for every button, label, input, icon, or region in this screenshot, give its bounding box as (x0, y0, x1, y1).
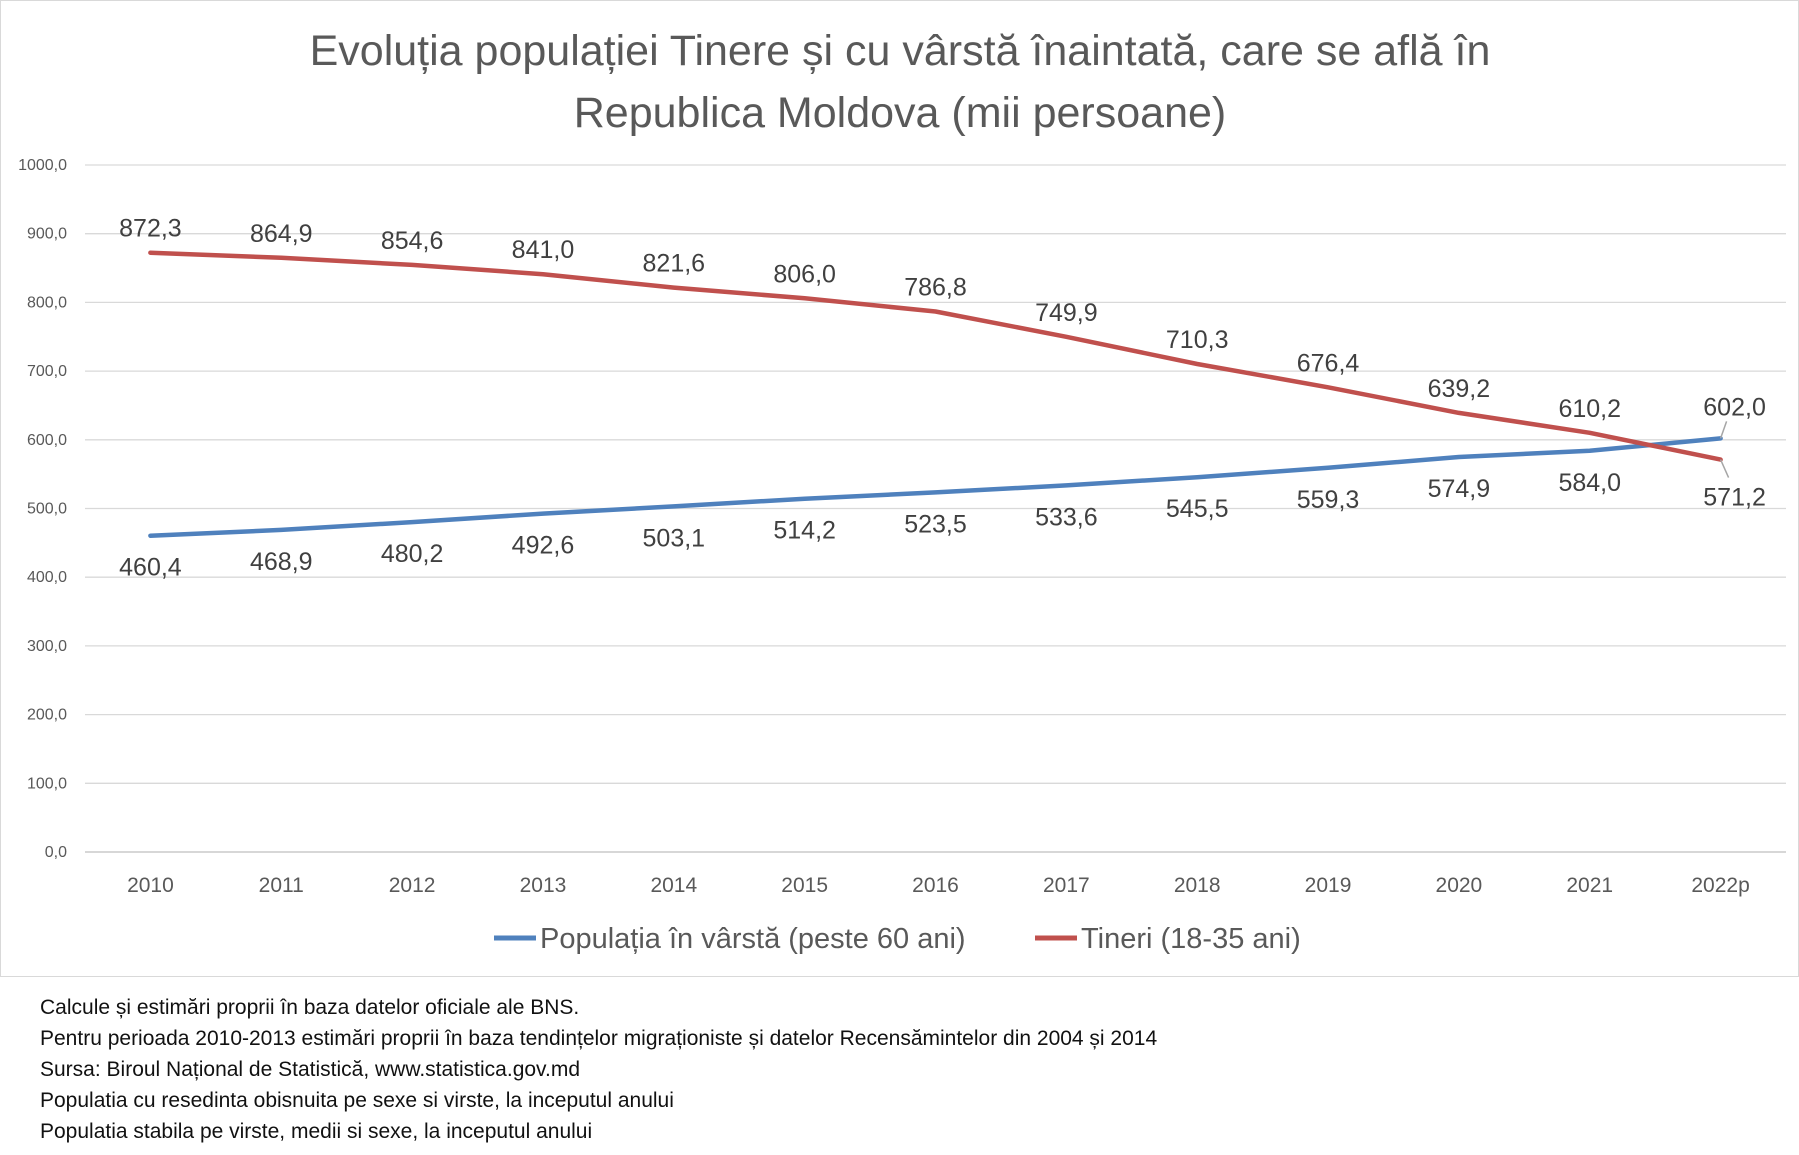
data-label-elderly: 533,6 (1035, 503, 1098, 531)
x-tick-label: 2014 (650, 874, 697, 897)
y-tick-label: 800,0 (27, 294, 67, 311)
legend-label-elderly: Populația în vârstă (peste 60 ani) (540, 923, 966, 955)
x-tick-label: 2016 (912, 874, 959, 897)
data-label-elderly: 514,2 (773, 517, 836, 545)
x-axis-ticks: 2010 2011 2012 2013 2014 2015 2016 2017 2018 2019… (127, 874, 1750, 897)
data-label-elderly: 480,2 (381, 540, 444, 568)
x-tick-label: 2010 (127, 874, 174, 897)
legend: Populația în vârstă (peste 60 ani) Tiner… (494, 923, 1301, 955)
data-label-elderly: 602,0 (1703, 393, 1766, 421)
y-tick-label: 0,0 (45, 844, 67, 861)
series-line-youth (148, 250, 1723, 462)
y-tick-label: 700,0 (27, 363, 67, 380)
data-label-youth: 749,9 (1035, 299, 1098, 327)
x-tick-label: 2012 (389, 874, 436, 897)
data-label-youth: 786,8 (904, 273, 967, 301)
note-line: Calcule și estimări proprii în baza date… (40, 996, 580, 1019)
data-label-elderly: 460,4 (119, 554, 182, 582)
data-label-elderly: 559,3 (1297, 486, 1360, 514)
legend-label-youth: Tineri (18-35 ani) (1081, 923, 1301, 955)
data-label-youth: 821,6 (643, 250, 706, 278)
chart-frame: Evoluția populației Tinere și cu vârstă … (0, 0, 1799, 977)
line-chart: Evoluția populației Tinere și cu vârstă … (18, 27, 1786, 955)
leader-line-elderly (1719, 421, 1728, 439)
x-tick-label: 2020 (1436, 874, 1483, 897)
x-tick-label: 2018 (1174, 874, 1221, 897)
note-line: Sursa: Biroul Național de Statistică, ww… (40, 1058, 581, 1081)
y-tick-label: 500,0 (27, 501, 67, 518)
y-tick-label: 200,0 (27, 707, 67, 724)
source-notes: Calcule și estimări proprii în baza date… (40, 992, 1780, 1147)
data-labels: 460,4 468,9 480,2 492,6 503,1 514,2 523,5 533,6… (119, 215, 1766, 582)
data-label-elderly: 503,1 (643, 524, 706, 552)
y-axis-ticks: 0,0 100,0 200,0 300,0 400,0 500,0 600,0 700,0 80… (18, 157, 67, 861)
x-tick-label: 2019 (1305, 874, 1352, 897)
data-label-youth: 639,2 (1428, 375, 1491, 403)
data-label-elderly: 574,9 (1428, 475, 1491, 503)
data-label-elderly: 468,9 (250, 548, 313, 576)
series-lines (148, 250, 1723, 538)
data-label-elderly: 584,0 (1558, 469, 1621, 497)
data-label-youth: 864,9 (250, 220, 313, 248)
data-label-elderly: 492,6 (512, 532, 575, 560)
y-tick-label: 900,0 (27, 226, 67, 243)
x-tick-label: 2011 (259, 874, 304, 897)
note-line: Populatia cu resedinta obisnuita pe sexe… (40, 1089, 674, 1112)
data-label-youth: 854,6 (381, 227, 444, 255)
x-tick-label: 2017 (1043, 874, 1090, 897)
data-label-youth: 676,4 (1297, 349, 1360, 377)
x-tick-label: 2021 (1566, 874, 1613, 897)
data-label-youth: 710,3 (1166, 326, 1229, 354)
data-label-youth: 610,2 (1558, 395, 1621, 423)
data-label-youth: 571,2 (1703, 484, 1766, 512)
note-line: Pentru perioada 2010-2013 estimări propr… (40, 1027, 1158, 1050)
x-tick-label: 2015 (781, 874, 828, 897)
y-tick-label: 600,0 (27, 432, 67, 449)
y-tick-label: 100,0 (27, 775, 67, 792)
chart-title-line-1: Evoluția populației Tinere și cu vârstă … (310, 27, 1491, 75)
data-label-youth: 841,0 (512, 236, 575, 264)
data-label-elderly: 523,5 (904, 510, 967, 538)
data-label-elderly: 545,5 (1166, 495, 1229, 523)
leader-line-youth (1719, 459, 1730, 478)
x-tick-label: 2013 (520, 874, 567, 897)
y-tick-label: 300,0 (27, 638, 67, 655)
series-line-elderly (148, 436, 1723, 538)
note-line: Populatia stabila pe virste, medii si se… (40, 1120, 593, 1143)
y-tick-label: 400,0 (27, 569, 67, 586)
x-tick-label: 2022p (1691, 874, 1749, 897)
data-label-youth: 872,3 (119, 215, 182, 243)
data-label-youth: 806,0 (773, 260, 836, 288)
y-tick-label: 1000,0 (18, 157, 67, 174)
chart-title-line-2: Republica Moldova (mii persoane) (574, 89, 1226, 137)
gridlines (85, 164, 1786, 853)
